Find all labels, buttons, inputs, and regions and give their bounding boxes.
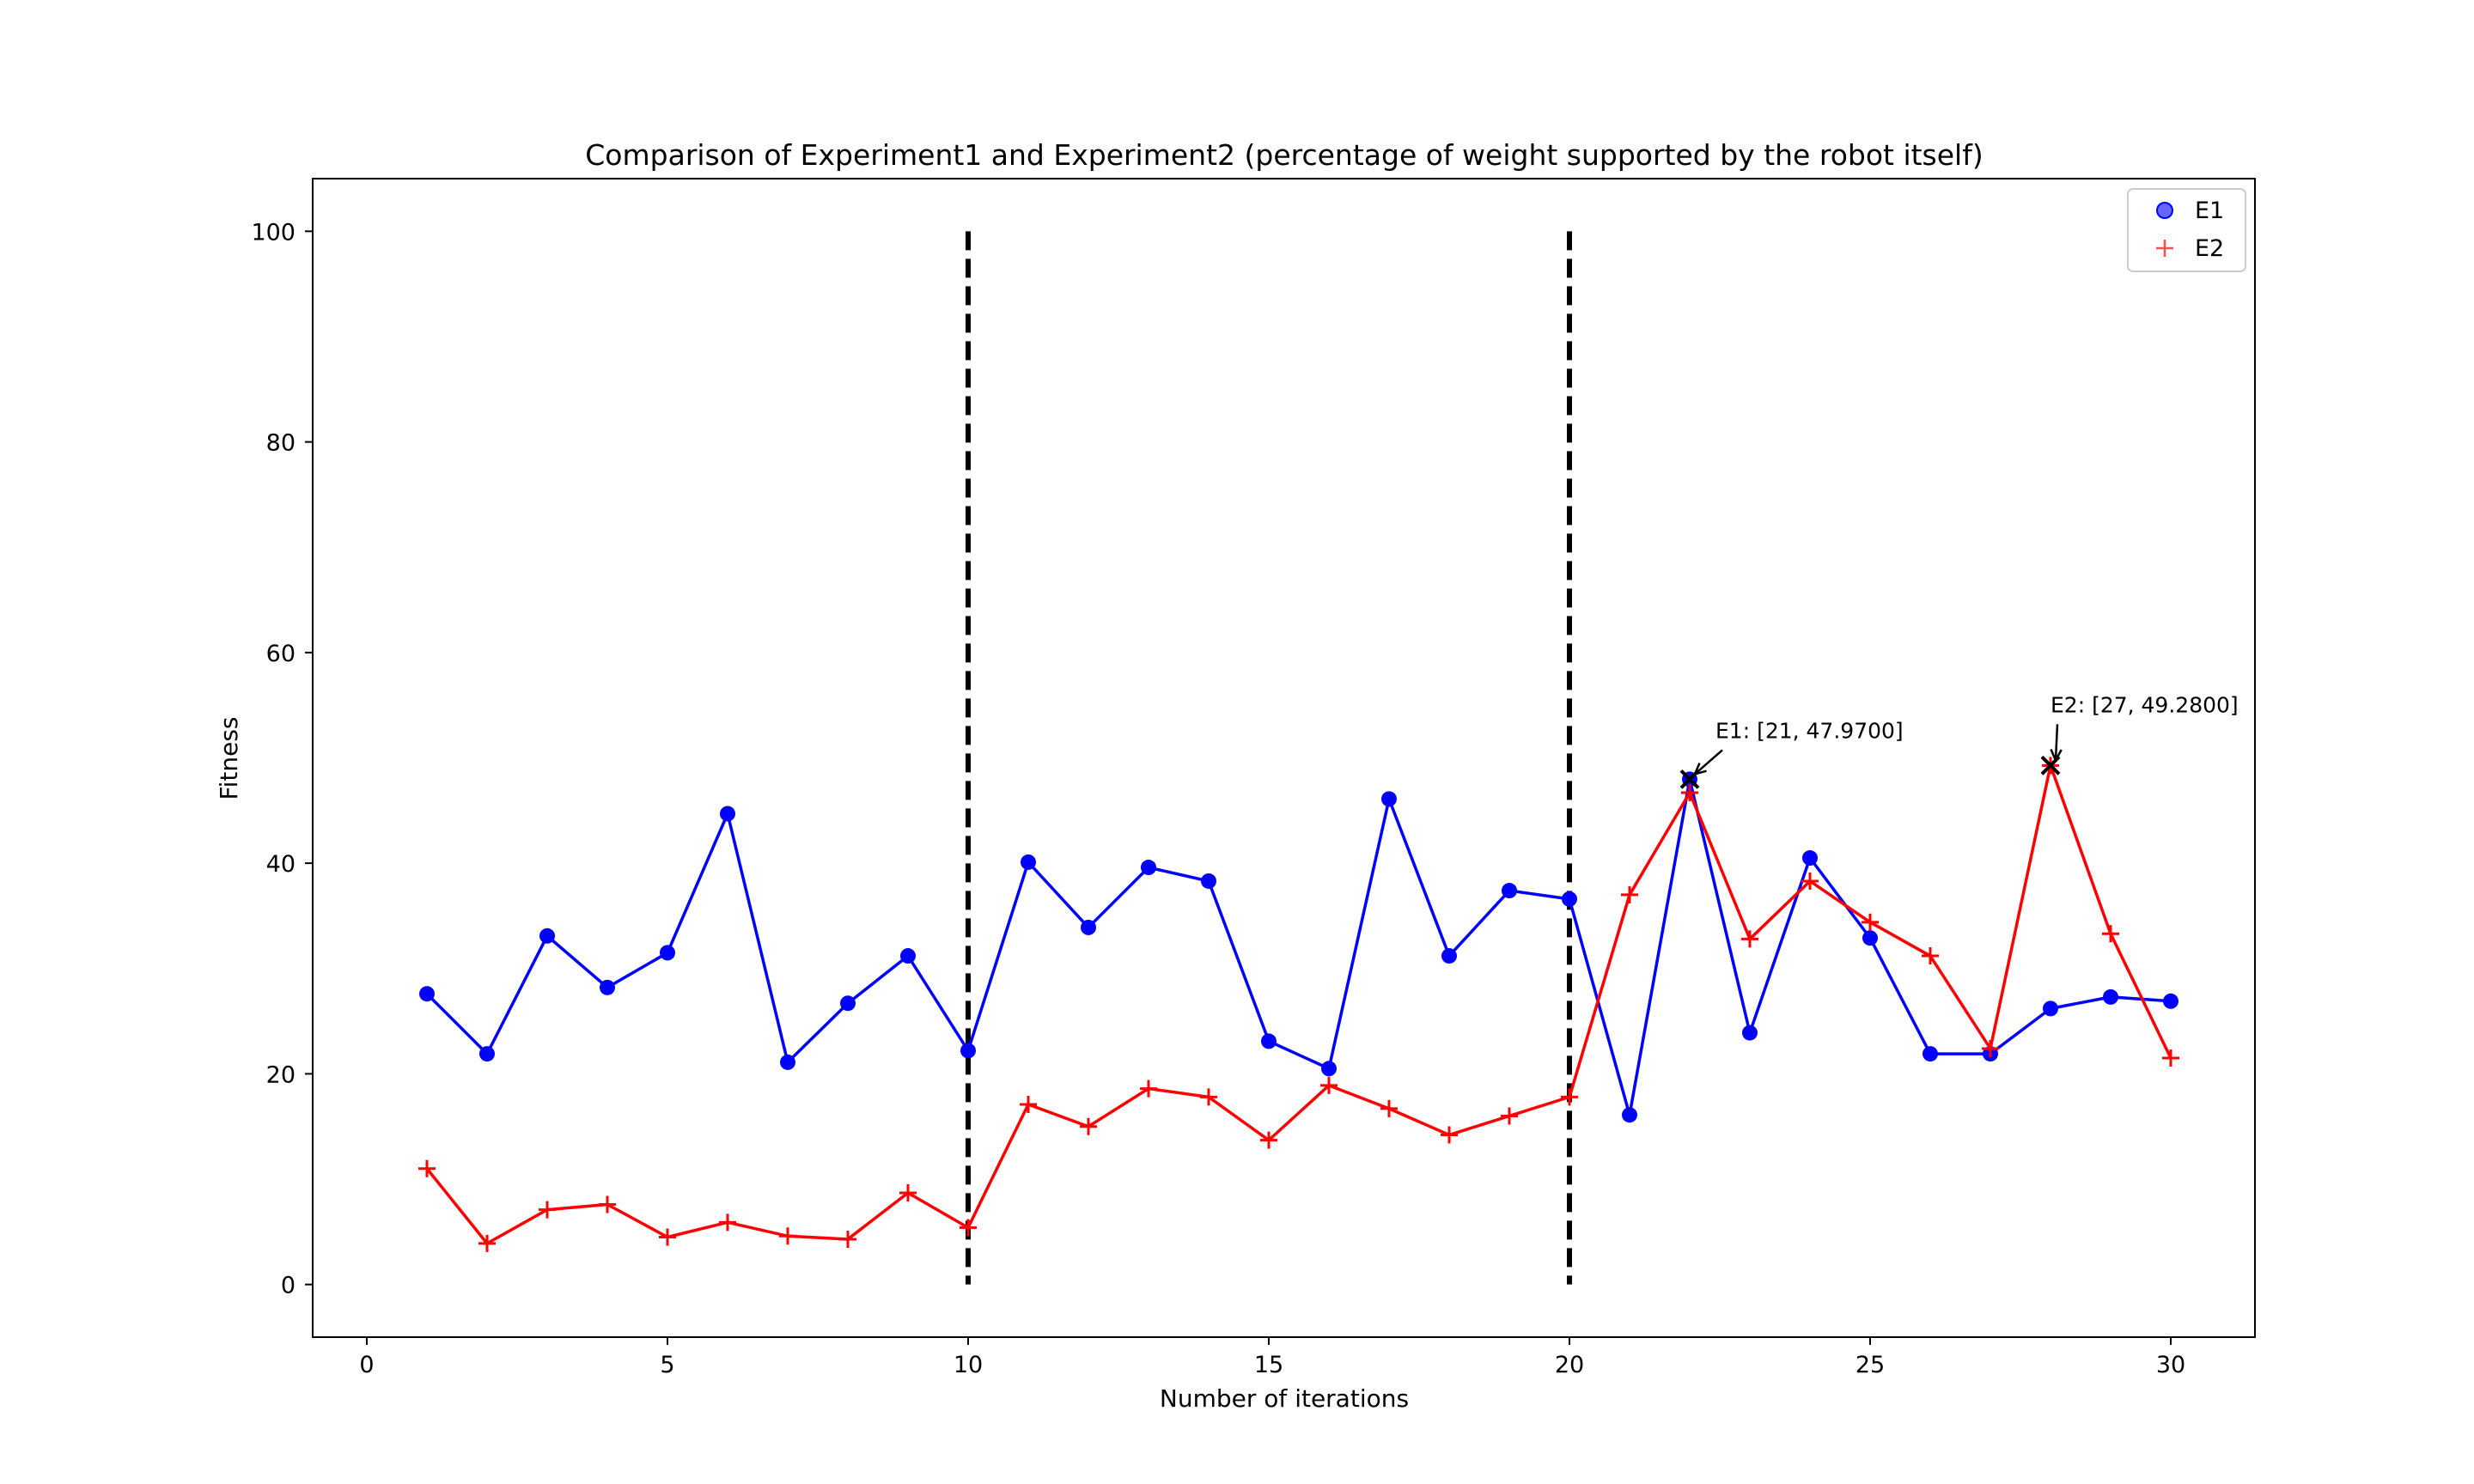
y-tick-label: 0 — [281, 1273, 296, 1299]
y-tick-label: 20 — [266, 1061, 296, 1088]
data-point-e2 — [1982, 1039, 1999, 1057]
data-point-e2 — [539, 1201, 556, 1219]
data-point-e2 — [1862, 913, 1879, 931]
data-point-e2 — [659, 1228, 676, 1246]
data-point-e2 — [1561, 1088, 1578, 1106]
legend-label-e2: E2 — [2195, 235, 2224, 262]
data-point-e2 — [719, 1213, 736, 1232]
data-point-e2 — [1080, 1117, 1097, 1135]
data-point-e2 — [1200, 1088, 1217, 1106]
series-line-e2 — [425, 763, 2172, 1245]
annotation-arrow-2 — [2050, 724, 2063, 763]
data-point-e1 — [1201, 873, 1216, 889]
data-point-e2 — [1320, 1076, 1338, 1094]
data-point-e2 — [418, 1159, 436, 1177]
data-point-e1 — [1441, 948, 1457, 964]
data-point-e2 — [839, 1230, 856, 1248]
x-tick-label: 5 — [660, 1352, 674, 1378]
annotation-arrow-1 — [1692, 749, 1723, 776]
data-point-e1 — [960, 1043, 976, 1059]
x-tick-label: 25 — [1855, 1352, 1885, 1378]
legend-marker-e1 — [2156, 202, 2173, 219]
data-point-e1 — [780, 1054, 795, 1070]
data-point-e2 — [599, 1195, 616, 1213]
data-point-e1 — [2103, 988, 2118, 1005]
legend-marker-e2 — [2156, 240, 2173, 257]
data-point-e1 — [1742, 1025, 1758, 1041]
data-point-e2 — [1441, 1126, 1458, 1144]
x-tick-label: 30 — [2156, 1352, 2185, 1378]
annotation-label-1: E1: [21, 47.9700] — [1715, 718, 1904, 743]
data-point-e1 — [1141, 860, 1156, 876]
data-point-e1 — [600, 979, 615, 995]
y-tick-label: 40 — [266, 851, 296, 878]
data-point-e2 — [1801, 872, 1819, 890]
data-point-e2 — [1380, 1099, 1398, 1117]
data-point-e1 — [1261, 1033, 1277, 1049]
plot-frame — [312, 178, 2256, 1338]
data-point-e1 — [1862, 930, 1878, 946]
data-point-e1 — [2163, 993, 2178, 1009]
data-point-e1 — [1381, 791, 1397, 807]
data-point-e1 — [900, 948, 916, 964]
data-point-e1 — [1802, 850, 1818, 867]
data-point-e1 — [1081, 919, 1096, 935]
data-point-e1 — [660, 945, 675, 961]
y-tick-label: 60 — [266, 641, 296, 667]
data-point-e2 — [2102, 925, 2119, 943]
x-tick-label: 0 — [359, 1352, 374, 1378]
data-point-e2 — [1741, 930, 1758, 948]
data-point-e1 — [2043, 1000, 2058, 1017]
data-point-e1 — [1502, 883, 1517, 899]
x-axis-label: Number of iterations — [1160, 1384, 1409, 1413]
data-point-e1 — [1021, 854, 1036, 870]
data-point-e2 — [960, 1219, 977, 1237]
x-tick-label: 15 — [1254, 1352, 1283, 1378]
data-point-e1 — [539, 928, 555, 944]
data-point-e2 — [1020, 1095, 1037, 1113]
data-point-e1 — [1923, 1046, 1938, 1062]
data-point-e1 — [1622, 1107, 1637, 1123]
data-point-e2 — [899, 1183, 917, 1201]
data-point-e2 — [478, 1234, 496, 1252]
data-point-e2 — [1140, 1080, 1157, 1098]
data-point-e1 — [1321, 1061, 1337, 1077]
data-point-e1 — [419, 986, 435, 1002]
x-tick-label: 10 — [954, 1352, 983, 1378]
data-point-e1 — [720, 806, 735, 822]
data-point-e2 — [779, 1227, 796, 1245]
data-point-e2 — [1922, 947, 1939, 965]
data-point-e2 — [2162, 1049, 2179, 1067]
data-point-e2 — [1681, 783, 1698, 801]
series-line-e1 — [425, 777, 2172, 1116]
legend-label-e1: E1 — [2195, 198, 2224, 224]
data-point-e1 — [479, 1046, 495, 1062]
y-axis-label: Fitness — [215, 717, 243, 800]
legend-box — [2127, 188, 2246, 272]
y-tick-label: 100 — [251, 219, 296, 246]
chart-title: Comparison of Experiment1 and Experiment… — [585, 138, 1983, 172]
data-point-e2 — [1260, 1131, 1277, 1149]
plot-area: E1: [21, 47.9700] E2: [27, 49.2800] — [418, 231, 2239, 1285]
data-point-e2 — [1621, 885, 1638, 903]
data-point-e2 — [1501, 1107, 1518, 1125]
x-tick-label: 20 — [1555, 1352, 1584, 1378]
annotation-label-2: E2: [27, 49.2800] — [2050, 692, 2239, 717]
data-point-e1 — [1562, 891, 1577, 907]
y-tick-label: 80 — [266, 430, 296, 457]
data-point-e1 — [840, 995, 856, 1012]
